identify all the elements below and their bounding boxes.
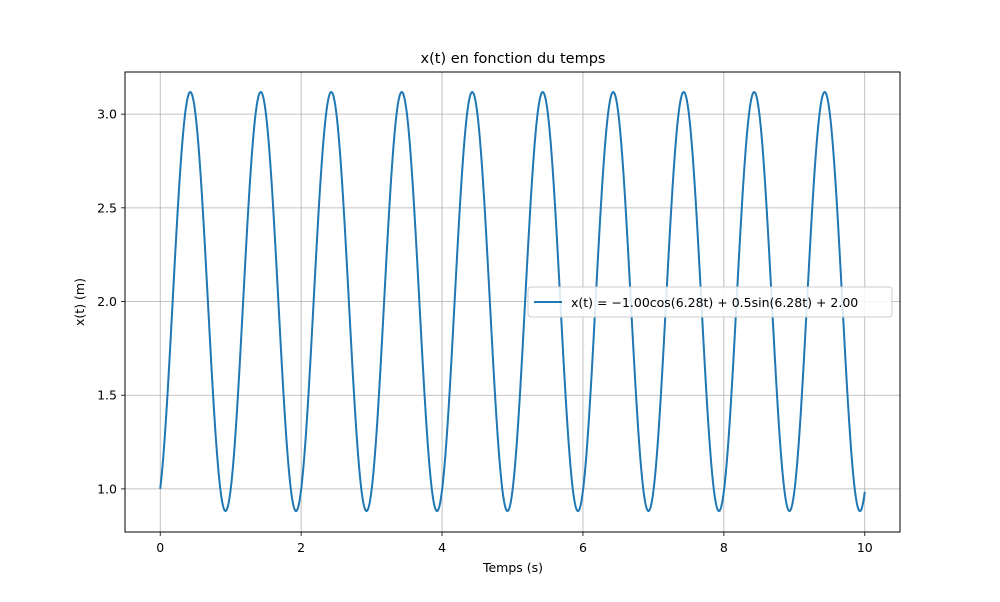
series-layer [159, 91, 866, 513]
y-tick-label: 2.0 [97, 294, 117, 309]
x-tick-label: 4 [438, 540, 446, 555]
x-tick-label: 8 [720, 540, 728, 555]
legend: x(t) = −1.00cos(6.28t) + 0.5sin(6.28t) +… [527, 286, 893, 318]
plot-frame [124, 71, 901, 533]
y-tick-label: 1.0 [97, 481, 117, 496]
legend-label: x(t) = −1.00cos(6.28t) + 0.5sin(6.28t) +… [571, 295, 858, 310]
x-tick-label: 6 [579, 540, 587, 555]
y-tick-label: 3.0 [97, 107, 117, 122]
legend-box [527, 286, 893, 318]
x-tick-label: 10 [857, 540, 873, 555]
grid-layer [125, 72, 900, 532]
x-axis-label: Temps (s) [482, 560, 543, 575]
x-ticks: 0 2 4 6 8 10 [156, 532, 873, 555]
series-line [159, 91, 866, 513]
y-tick-label: 2.5 [97, 200, 117, 215]
y-tick-label: 1.5 [97, 388, 117, 403]
y-axis-label: x(t) (m) [72, 278, 87, 326]
x-tick-label: 2 [297, 540, 305, 555]
chart-title: x(t) en fonction du temps [421, 51, 606, 67]
y-ticks: 1.0 1.5 2.0 2.5 3.0 [97, 107, 125, 496]
x-tick-label: 0 [156, 540, 164, 555]
